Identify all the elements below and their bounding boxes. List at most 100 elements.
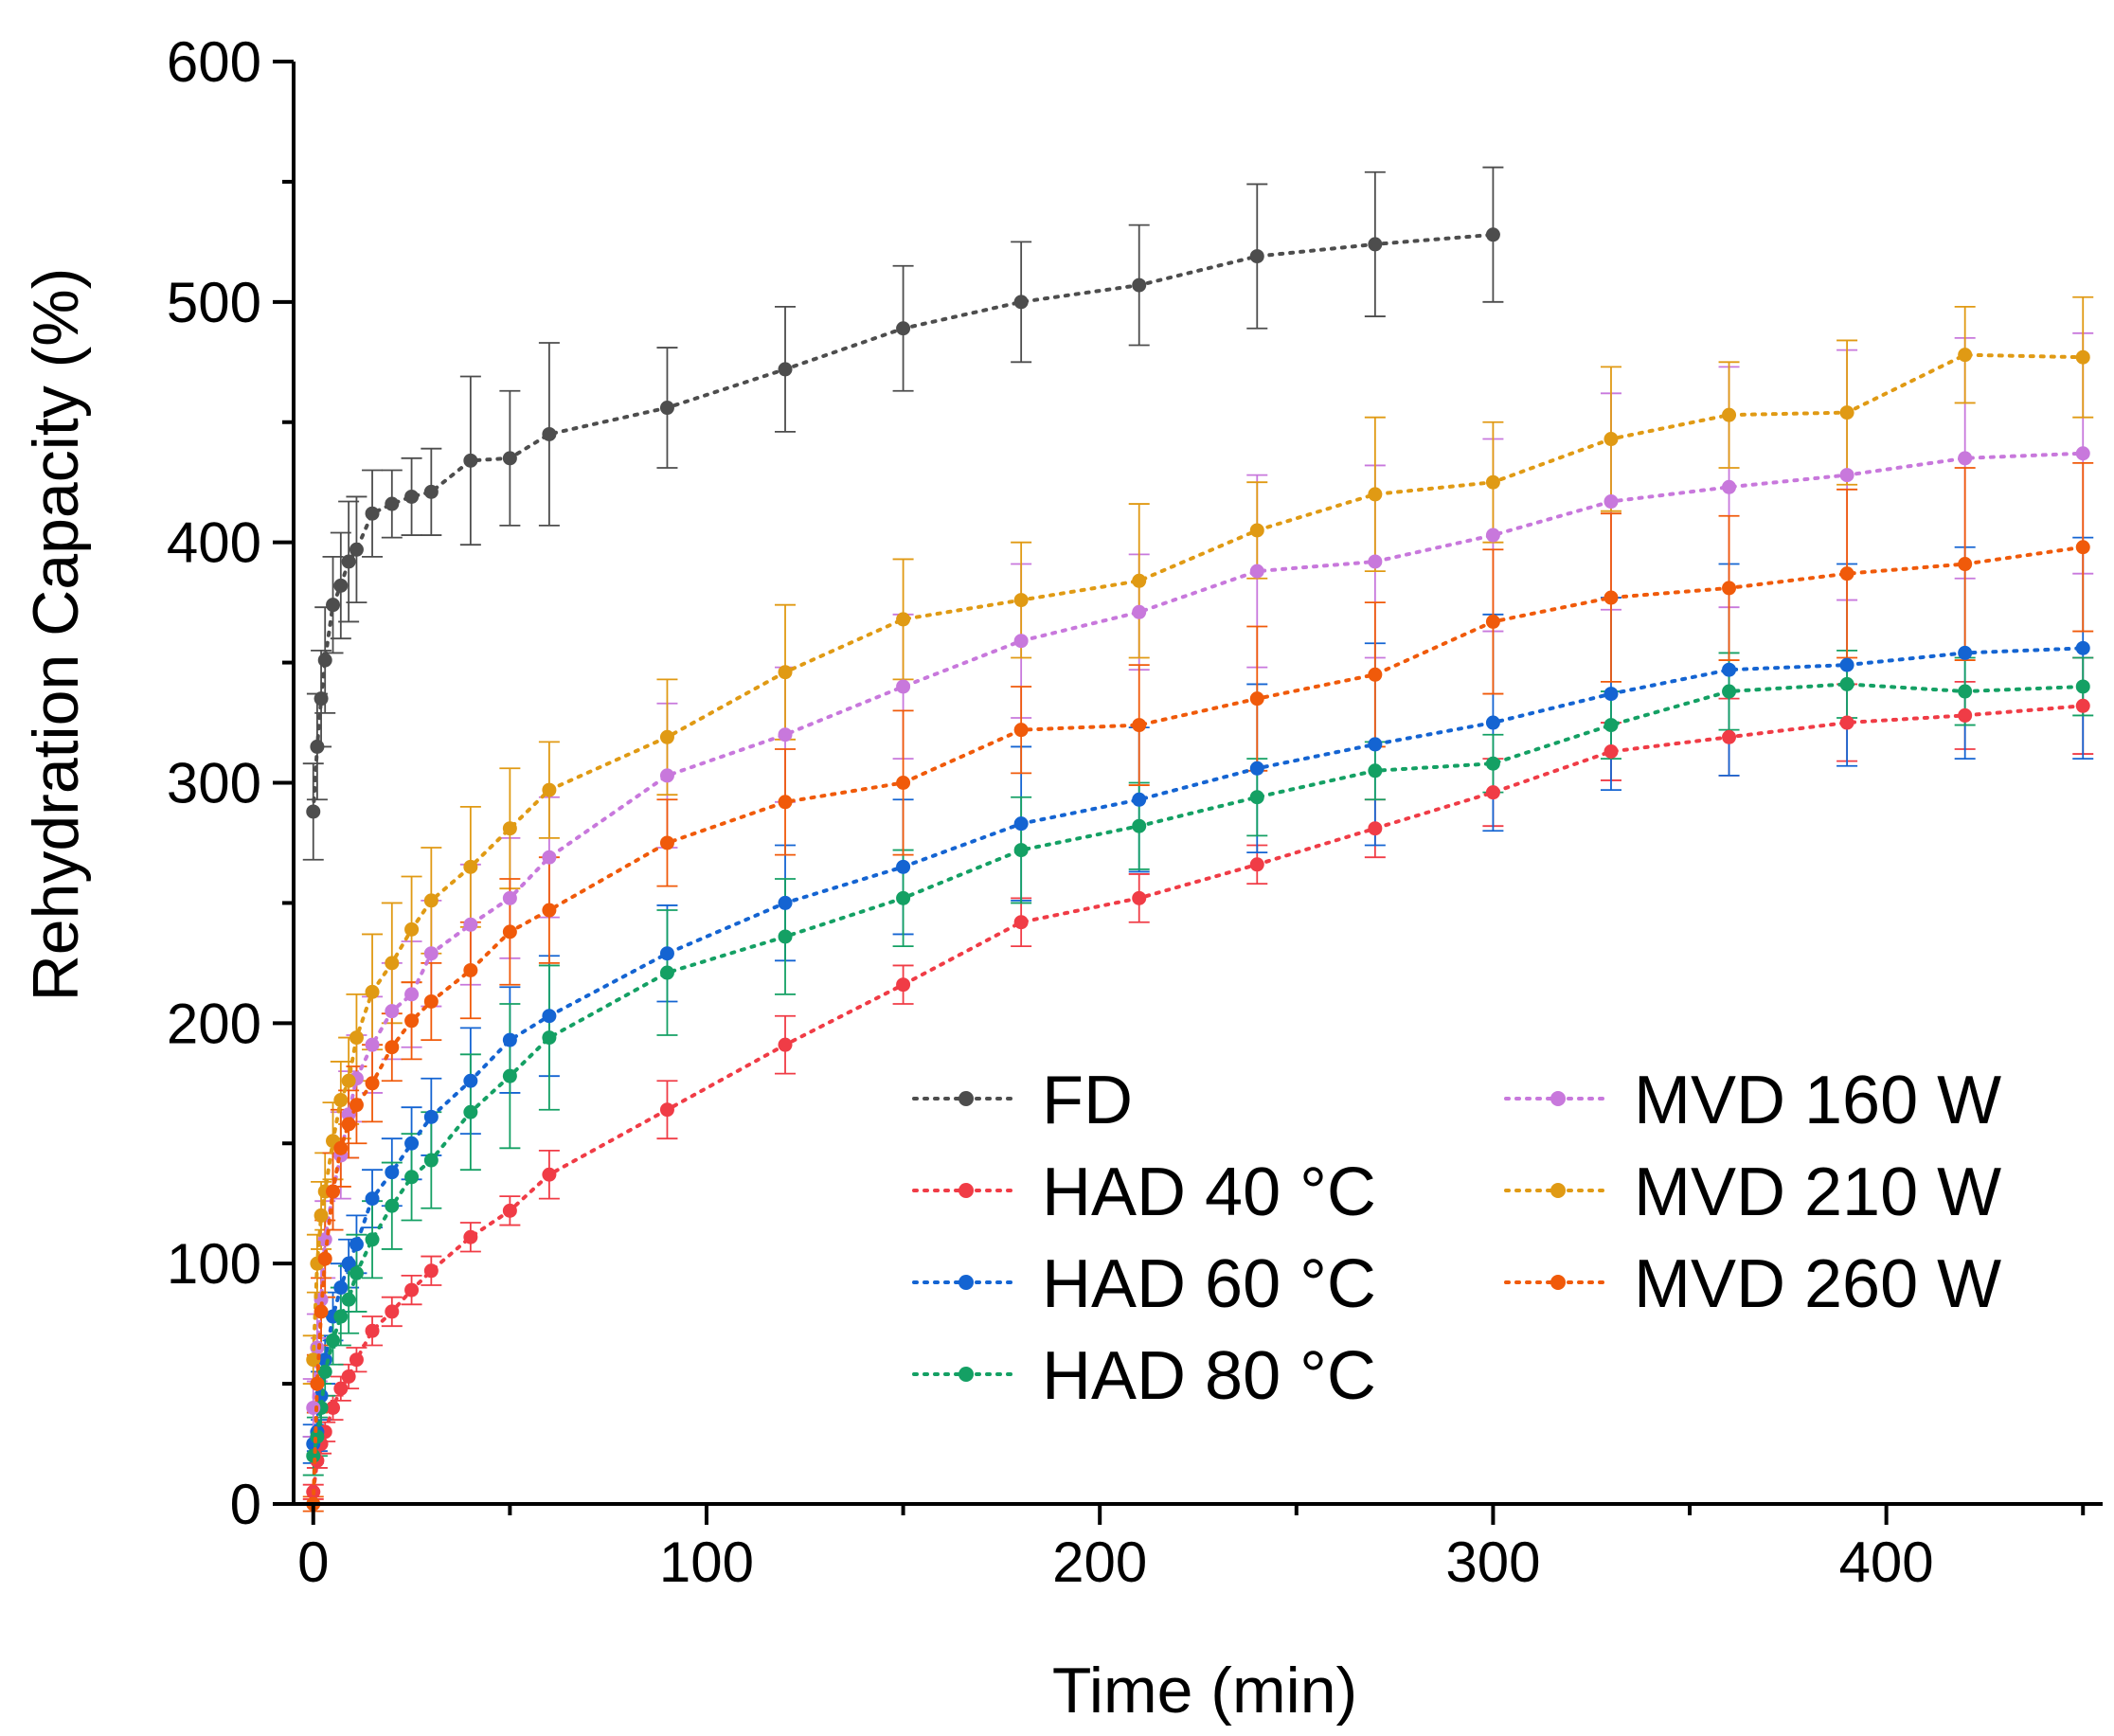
data-point [502, 1032, 517, 1047]
series-line [311, 646, 2086, 1446]
data-point [314, 1208, 329, 1223]
error-bars-had-60-c [302, 536, 2094, 1464]
data-point [333, 1093, 349, 1108]
y-tick-label: 600 [167, 30, 261, 94]
data-point [463, 1229, 478, 1244]
series-fd [306, 227, 1500, 819]
data-point [385, 1304, 400, 1319]
data-point [659, 768, 674, 783]
legend-item: MVD 260 W [1504, 1246, 2001, 1322]
data-point [1013, 915, 1029, 930]
data-point [365, 1076, 380, 1091]
data-point [896, 859, 911, 874]
series-line [311, 232, 1496, 814]
data-point [385, 1165, 400, 1180]
data-point [349, 1352, 364, 1368]
data-point [1132, 718, 1147, 733]
data-point [1368, 667, 1383, 682]
data-point [1603, 744, 1619, 760]
data-point [365, 506, 380, 521]
y-tick-label: 400 [167, 511, 261, 575]
data-point [1132, 573, 1147, 588]
series-mvd-260-w [306, 540, 2090, 1512]
data-point [896, 977, 911, 993]
data-point [365, 1323, 380, 1338]
x-tick-label: 400 [1839, 1530, 1934, 1594]
series-line [311, 704, 2086, 1494]
series-line [311, 545, 2086, 1506]
data-point [1958, 557, 1973, 572]
series-had-40-c [306, 698, 2090, 1499]
data-point [1722, 729, 1737, 744]
data-point [2075, 540, 2090, 555]
data-point [385, 1004, 400, 1019]
legend: FD HAD 40 °C HAD 60 °C HAD 80 °C MVD 160 W MV… [912, 1063, 2001, 1414]
data-point [404, 1282, 420, 1298]
data-point [1368, 554, 1383, 569]
data-point [778, 665, 793, 680]
data-point [1839, 468, 1854, 483]
data-point [326, 598, 341, 613]
data-point [365, 1232, 380, 1247]
data-point [2075, 349, 2090, 365]
x-axis-title: Time (min) [1052, 1655, 1357, 1727]
data-point [1485, 785, 1500, 800]
data-point [542, 426, 557, 441]
legend-item: HAD 40 °C [912, 1154, 1376, 1230]
data-point [1013, 634, 1029, 649]
data-point [1249, 249, 1264, 264]
legend-swatch-marker [958, 1275, 974, 1290]
data-point [542, 903, 557, 918]
data-point [385, 1040, 400, 1055]
legend-item: HAD 80 °C [912, 1338, 1376, 1414]
data-point [1132, 792, 1147, 807]
data-point [2075, 640, 2090, 655]
data-point [326, 1333, 341, 1348]
data-point [1249, 523, 1264, 538]
data-point [349, 1265, 364, 1280]
legend-label: MVD 260 W [1634, 1246, 2001, 1322]
data-point [1368, 487, 1383, 502]
data-point [423, 946, 439, 961]
series-had-60-c [306, 640, 2090, 1452]
data-point [502, 924, 517, 940]
x-tick-label: 200 [1052, 1530, 1147, 1594]
data-point [385, 956, 400, 971]
data-point [1132, 604, 1147, 619]
data-point [1249, 691, 1264, 707]
data-point [778, 895, 793, 910]
data-point [341, 1292, 356, 1307]
data-point [333, 1280, 349, 1296]
data-point [1839, 676, 1854, 691]
data-point [659, 1102, 674, 1118]
data-point [502, 1068, 517, 1083]
data-point [1249, 857, 1264, 872]
data-point [365, 984, 380, 999]
data-point [1368, 237, 1383, 252]
legend-item: MVD 160 W [1504, 1063, 2001, 1138]
data-point [1485, 614, 1500, 629]
data-point [778, 727, 793, 743]
data-point [404, 489, 420, 504]
data-point [1603, 718, 1619, 733]
data-point [896, 321, 911, 336]
data-point [542, 1009, 557, 1024]
data-point [314, 1304, 329, 1319]
data-point [1485, 715, 1500, 730]
data-point [349, 542, 364, 557]
legend-swatch-marker [1550, 1275, 1566, 1290]
data-point [463, 1073, 478, 1088]
legend-item: HAD 60 °C [912, 1246, 1376, 1322]
data-point [385, 1198, 400, 1213]
data-point [542, 1030, 557, 1046]
legend-label: FD [1042, 1063, 1133, 1138]
data-point [333, 1140, 349, 1155]
data-point [1013, 723, 1029, 738]
legend-swatch-marker [958, 1091, 974, 1106]
legend-label: HAD 80 °C [1042, 1338, 1376, 1414]
data-point [1839, 657, 1854, 672]
data-point [314, 691, 329, 707]
data-point [349, 1030, 364, 1046]
y-tick-label: 200 [167, 992, 261, 1055]
data-point [385, 496, 400, 511]
